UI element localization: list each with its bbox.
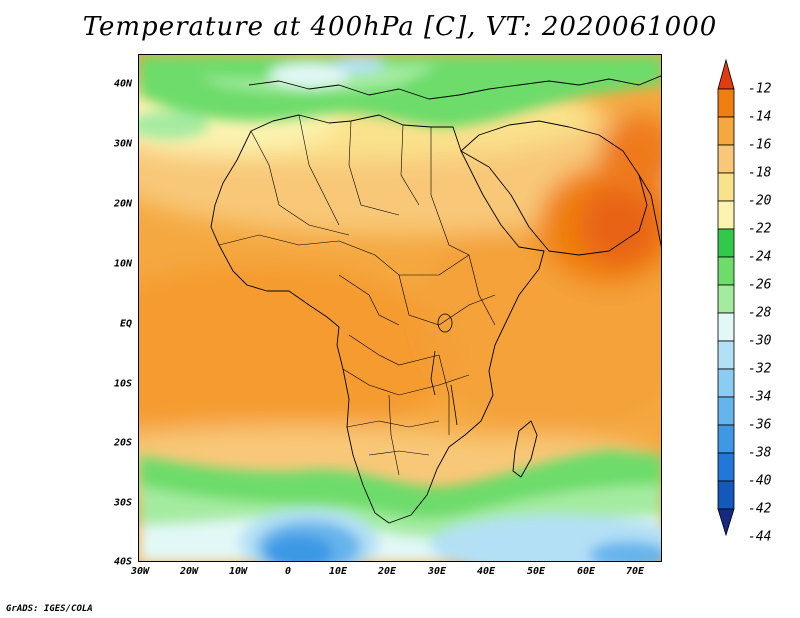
- lon-tick: 60E: [576, 566, 596, 577]
- lon-tick: 40E: [476, 566, 496, 577]
- lon-tick: 20E: [377, 566, 397, 577]
- colorbar-segment: [717, 452, 735, 482]
- colorbar-segment: [717, 256, 735, 286]
- lon-tick: 10W: [228, 566, 248, 577]
- lat-tick: 40S: [113, 556, 132, 568]
- lat-tick: 20S: [113, 437, 132, 449]
- colorbar-label: -18: [748, 165, 772, 181]
- colorbar-label: -12: [748, 81, 772, 97]
- colorbar-label: -22: [748, 221, 772, 237]
- colorbar-segment: [717, 284, 735, 314]
- lon-tick: 0: [284, 566, 292, 577]
- colorbar-bottom-arrow: [717, 508, 735, 537]
- colorbar: [717, 58, 735, 537]
- colorbar-segment: [717, 228, 735, 258]
- colorbar-segment: [717, 172, 735, 202]
- map-title: Temperature at 400hPa [C], VT: 202006100…: [82, 12, 718, 42]
- lat-tick: EQ: [119, 318, 132, 330]
- colorbar-label: -32: [748, 361, 772, 377]
- lat-tick: 40N: [113, 78, 132, 90]
- colorbar-label: -20: [748, 193, 772, 209]
- lat-tick: 30N: [113, 138, 132, 150]
- temperature-field-map: [139, 55, 661, 561]
- colorbar-label: -38: [748, 445, 772, 461]
- colorbar-segment: [717, 340, 735, 370]
- colorbar-segment: [717, 88, 735, 118]
- lon-tick: 30W: [130, 566, 150, 577]
- lon-tick: 50E: [526, 566, 546, 577]
- colorbar-label: -14: [748, 109, 772, 125]
- colorbar-label: -34: [748, 389, 772, 405]
- lon-tick: 30E: [427, 566, 447, 577]
- lat-tick: 30S: [113, 497, 132, 509]
- colorbar-segment: [717, 144, 735, 174]
- colorbar-segment: [717, 424, 735, 454]
- colorbar-label: -24: [748, 249, 772, 265]
- colorbar-label: -42: [748, 501, 772, 517]
- colorbar-segment: [717, 396, 735, 426]
- colorbar-label: -36: [748, 417, 772, 433]
- colorbar-segment: [717, 368, 735, 398]
- colorbar-segment: [717, 312, 735, 342]
- coastlines: [210, 75, 661, 524]
- lon-tick: 20W: [179, 566, 199, 577]
- colorbar-segment: [717, 200, 735, 230]
- lon-tick: 70E: [625, 566, 645, 577]
- colorbar-label: -40: [748, 473, 772, 489]
- colorbar-segment: [717, 116, 735, 146]
- colorbar-label: -28: [748, 305, 772, 321]
- colorbar-top-arrow: [717, 58, 735, 90]
- lon-tick: 10E: [328, 566, 348, 577]
- colorbar-label: -30: [748, 333, 772, 349]
- colorbar-label: -26: [748, 277, 772, 293]
- colorbar-label: -44: [748, 529, 772, 545]
- grads-credit: GrADS: IGES/COLA: [6, 604, 93, 614]
- lat-tick: 10S: [113, 378, 132, 390]
- colorbar-segment: [717, 480, 735, 510]
- lat-tick: 20N: [113, 198, 132, 210]
- map-area: [138, 54, 662, 562]
- country-borders: [218, 114, 496, 476]
- lat-tick: 10N: [113, 258, 132, 270]
- colorbar-label: -16: [748, 137, 772, 153]
